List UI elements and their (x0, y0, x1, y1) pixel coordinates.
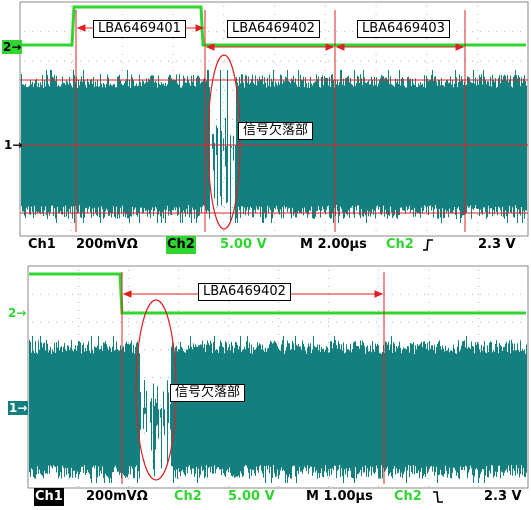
status-bar-2: Ch1 200mVΩ Ch2 5.00 V M 1.00µs Ch2 2.3 V (0, 488, 531, 506)
ch2-name: Ch2 (166, 236, 196, 254)
ch2-waveform (29, 272, 526, 315)
ch2-scale: 5.00 V (220, 237, 267, 252)
ch2-name: Ch2 (174, 489, 202, 504)
ch1-scale: 200mVΩ (86, 489, 148, 504)
trigger-source: Ch2 (394, 489, 422, 504)
segment-label-1: LBA6469401 (93, 20, 186, 38)
trigger-level: 2.3 V (484, 489, 522, 504)
timebase: M 2.00µs (300, 237, 367, 252)
rising-edge-icon (422, 238, 434, 252)
trigger-level: 2.3 V (478, 237, 516, 252)
ch1-waveform (29, 336, 527, 483)
falling-edge-icon (432, 490, 444, 504)
status-bar-1: Ch1 200mVΩ Ch2 5.00 V M 2.00µs Ch2 2.3 V (0, 236, 531, 254)
trigger-source: Ch2 (386, 237, 414, 252)
dropout-ellipse (207, 54, 241, 230)
dropout-label: 信号欠落部 (238, 122, 314, 140)
segment-label-3: LBA6469403 (357, 20, 450, 38)
timebase: M 1.00µs (306, 489, 373, 504)
ch1-marker: 1→ (4, 138, 23, 152)
scope-display-2 (27, 265, 529, 489)
scope-screen-2: LBA6469402 信号欠落部 2→ 1→ Ch1 200mVΩ Ch2 5.… (0, 258, 531, 510)
scope-display-1 (19, 1, 529, 237)
ch1-scale: 200mVΩ (76, 237, 138, 252)
ch2-marker: 2→ (2, 40, 23, 54)
segment-arrow-3 (335, 43, 465, 51)
ch2-marker: 2→ (8, 306, 27, 320)
segment-label-1: LBA6469402 (198, 283, 291, 301)
dropout-label: 信号欠落部 (170, 384, 246, 402)
ch2-scale: 5.00 V (228, 489, 275, 504)
segment-label-2: LBA6469402 (227, 20, 320, 38)
ch1-marker: 1→ (8, 401, 29, 415)
scope-screen-1: LBA6469401 LBA6469402 LBA6469403 信号欠落部 2… (0, 1, 531, 254)
ch1-name: Ch1 (34, 488, 64, 506)
ch1-waveform (21, 70, 527, 224)
segment-arrow-2 (205, 43, 335, 51)
ch2-waveform (21, 5, 526, 47)
ch1-name: Ch1 (28, 237, 56, 252)
